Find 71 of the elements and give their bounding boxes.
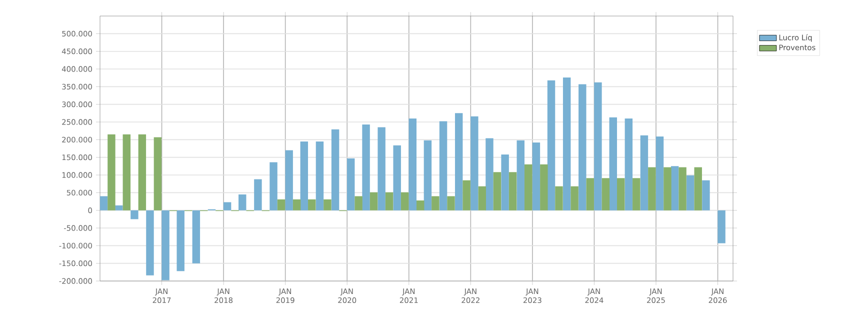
bar: [540, 164, 548, 210]
bar: [524, 164, 532, 210]
bar: [100, 196, 108, 210]
bar: [454, 113, 463, 210]
bar: [432, 196, 440, 210]
bar: [316, 141, 324, 210]
bar: [393, 145, 401, 210]
bar: [493, 172, 502, 210]
bar: [115, 205, 123, 210]
bar: [656, 136, 664, 210]
bar: [408, 118, 417, 210]
bar: [362, 124, 370, 210]
bar: [400, 192, 409, 210]
bar: [555, 186, 563, 210]
bar: [378, 127, 386, 210]
bar: [462, 180, 470, 210]
bar: [162, 210, 170, 280]
bar: [532, 142, 540, 210]
bar: [285, 150, 293, 210]
bar: [331, 129, 340, 210]
bar: [238, 194, 246, 210]
bar: [146, 210, 154, 276]
bar: [632, 178, 640, 210]
bar: [108, 134, 116, 210]
bar: [122, 134, 131, 210]
bar: [602, 178, 610, 210]
bar: [138, 134, 146, 210]
bar: [300, 141, 308, 210]
bar: [678, 167, 686, 210]
bar: [570, 186, 578, 210]
bar: [624, 118, 633, 210]
bar: [424, 140, 432, 210]
bar: [270, 162, 278, 210]
bar: [254, 179, 262, 210]
bar: [640, 135, 648, 210]
bar: [308, 199, 316, 210]
bar: [346, 158, 355, 210]
bar: [324, 199, 332, 210]
bar: [508, 172, 517, 210]
bar: [478, 186, 486, 210]
bar: [223, 202, 232, 210]
bar: [718, 210, 726, 244]
bar: [586, 178, 594, 210]
bar: [385, 192, 394, 210]
bar: [547, 80, 556, 210]
bar: [192, 210, 200, 264]
bar: [594, 82, 602, 210]
bar: [486, 138, 494, 210]
bar: [694, 167, 702, 210]
bar: [154, 137, 162, 210]
bar: [578, 84, 586, 210]
bar: [447, 196, 455, 210]
bar: [670, 166, 679, 210]
bar: [416, 200, 424, 210]
bar: [516, 140, 524, 210]
bar: [617, 178, 625, 210]
bar: [648, 167, 656, 210]
bar: [470, 116, 478, 210]
bar: [686, 175, 694, 210]
bar: [277, 199, 286, 210]
bar: [354, 196, 362, 210]
bar: [176, 210, 184, 272]
bar: [370, 192, 378, 210]
bar: [439, 121, 448, 210]
bar: [501, 154, 509, 210]
bar: [609, 117, 618, 210]
bar: [664, 167, 672, 210]
bar: [562, 77, 571, 210]
bar: [130, 210, 138, 220]
bar: [292, 199, 301, 210]
bar: [702, 180, 710, 210]
